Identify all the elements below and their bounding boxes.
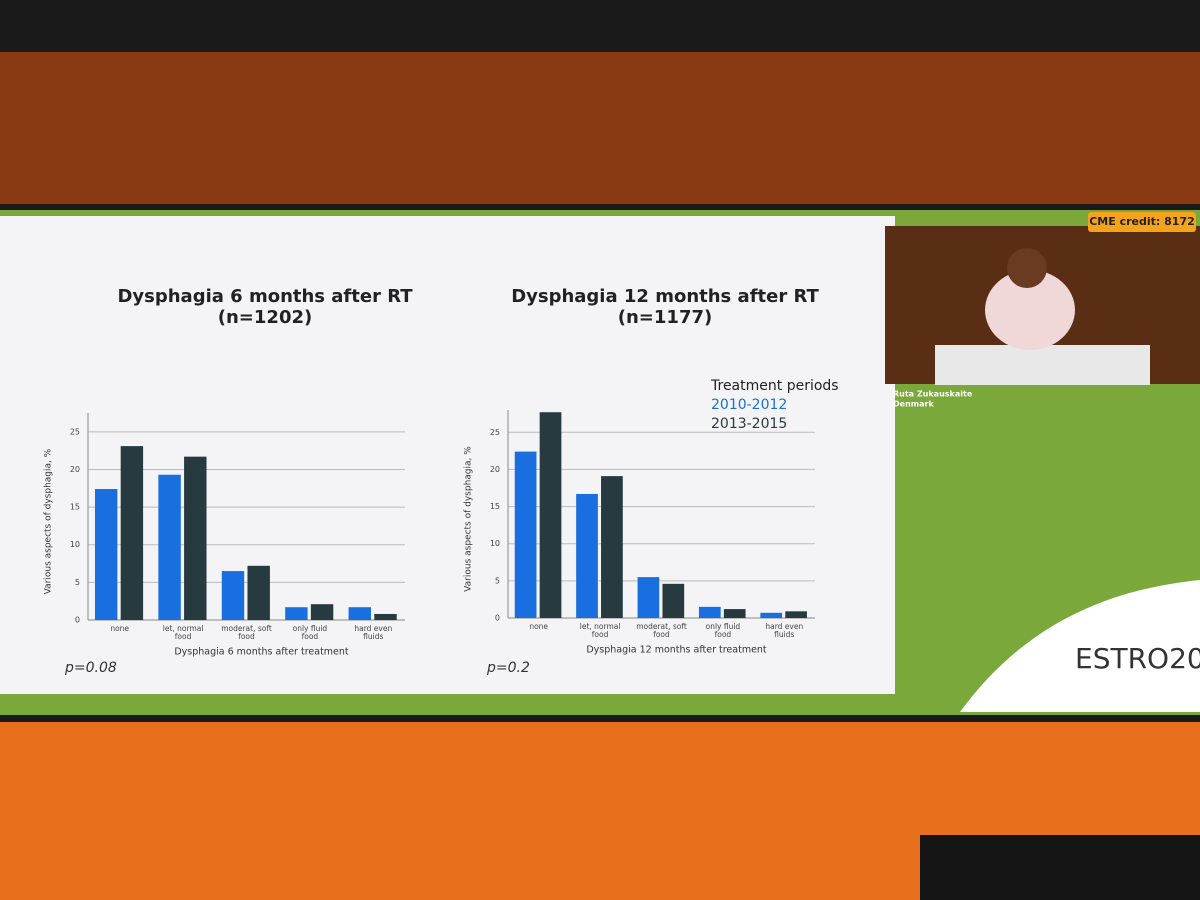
p-value: p=0.08 (64, 660, 117, 676)
chart-title: Dysphagia 6 months after RT (117, 286, 413, 307)
y-tick-label: 10 (490, 539, 500, 548)
speaker-name: Ruta Zukauskaite (893, 390, 973, 399)
y-tick-label: 25 (490, 428, 500, 437)
bar (760, 612, 783, 618)
bar (94, 489, 118, 620)
x-axis-label: Dysphagia 6 months after treatment (174, 647, 349, 658)
bar (785, 611, 807, 618)
legend-title: Treatment periods (710, 378, 839, 394)
bar (158, 474, 181, 620)
bar (184, 456, 207, 620)
bar (285, 607, 308, 620)
y-tick-label: 0 (495, 614, 500, 623)
monitor (920, 835, 1200, 900)
bar (221, 571, 245, 620)
bar (576, 493, 598, 618)
y-tick-label: 20 (490, 465, 500, 474)
y-axis-label: Various aspects of dysphagia, % (44, 448, 54, 594)
legend-entry: 2013-2015 (711, 416, 787, 432)
x-tick-label: none (110, 624, 129, 633)
upper-wall (0, 52, 1200, 204)
x-tick-label: hard even fluids (354, 624, 392, 641)
x-tick-label: only fluid food (293, 624, 328, 641)
bar (637, 577, 660, 618)
y-tick-label: 15 (70, 503, 80, 512)
y-tick-label: 10 (70, 540, 80, 549)
x-tick-label: let, normal food (580, 622, 621, 639)
y-tick-label: 15 (490, 502, 500, 511)
x-tick-label: hard even fluids (765, 622, 803, 639)
bar (514, 451, 537, 618)
podium (935, 345, 1150, 385)
bar (310, 604, 334, 620)
x-tick-label: only fluid food (706, 622, 741, 639)
bar (348, 607, 371, 620)
chart-subtitle: (n=1202) (218, 307, 312, 328)
x-axis-label: Dysphagia 12 months after treatment (586, 645, 767, 656)
logo-area (960, 580, 1200, 712)
bar (374, 613, 397, 620)
y-tick-label: 20 (70, 465, 80, 474)
logo: ESTRO202 (1075, 642, 1200, 675)
x-tick-label: let, normal food (163, 624, 204, 641)
bar (723, 609, 746, 618)
speaker-country: Denmark (893, 400, 934, 409)
p-value: p=0.2 (486, 660, 530, 676)
bar (539, 412, 562, 618)
bar (247, 565, 270, 620)
x-tick-label: moderat, soft food (636, 622, 687, 639)
speaker (985, 270, 1075, 350)
chart-subtitle: (n=1177) (618, 307, 712, 328)
y-tick-label: 25 (70, 427, 80, 436)
y-tick-label: 0 (75, 616, 80, 625)
bar (601, 476, 623, 618)
cme-badge (1088, 212, 1196, 232)
bar (698, 606, 721, 618)
y-tick-label: 5 (75, 578, 80, 587)
x-tick-label: moderat, soft food (221, 624, 272, 641)
slide (0, 216, 895, 694)
y-axis-label: Various aspects of dysphagia, % (464, 446, 474, 592)
bar (120, 446, 144, 620)
y-tick-label: 5 (495, 576, 500, 585)
cme-credit: CME credit: 8172 (1089, 215, 1195, 228)
legend-entry: 2010-2012 (711, 397, 787, 413)
x-tick-label: none (529, 622, 548, 631)
speaker-head (1007, 248, 1047, 288)
bar (662, 583, 685, 618)
chart-title: Dysphagia 12 months after RT (511, 286, 819, 307)
